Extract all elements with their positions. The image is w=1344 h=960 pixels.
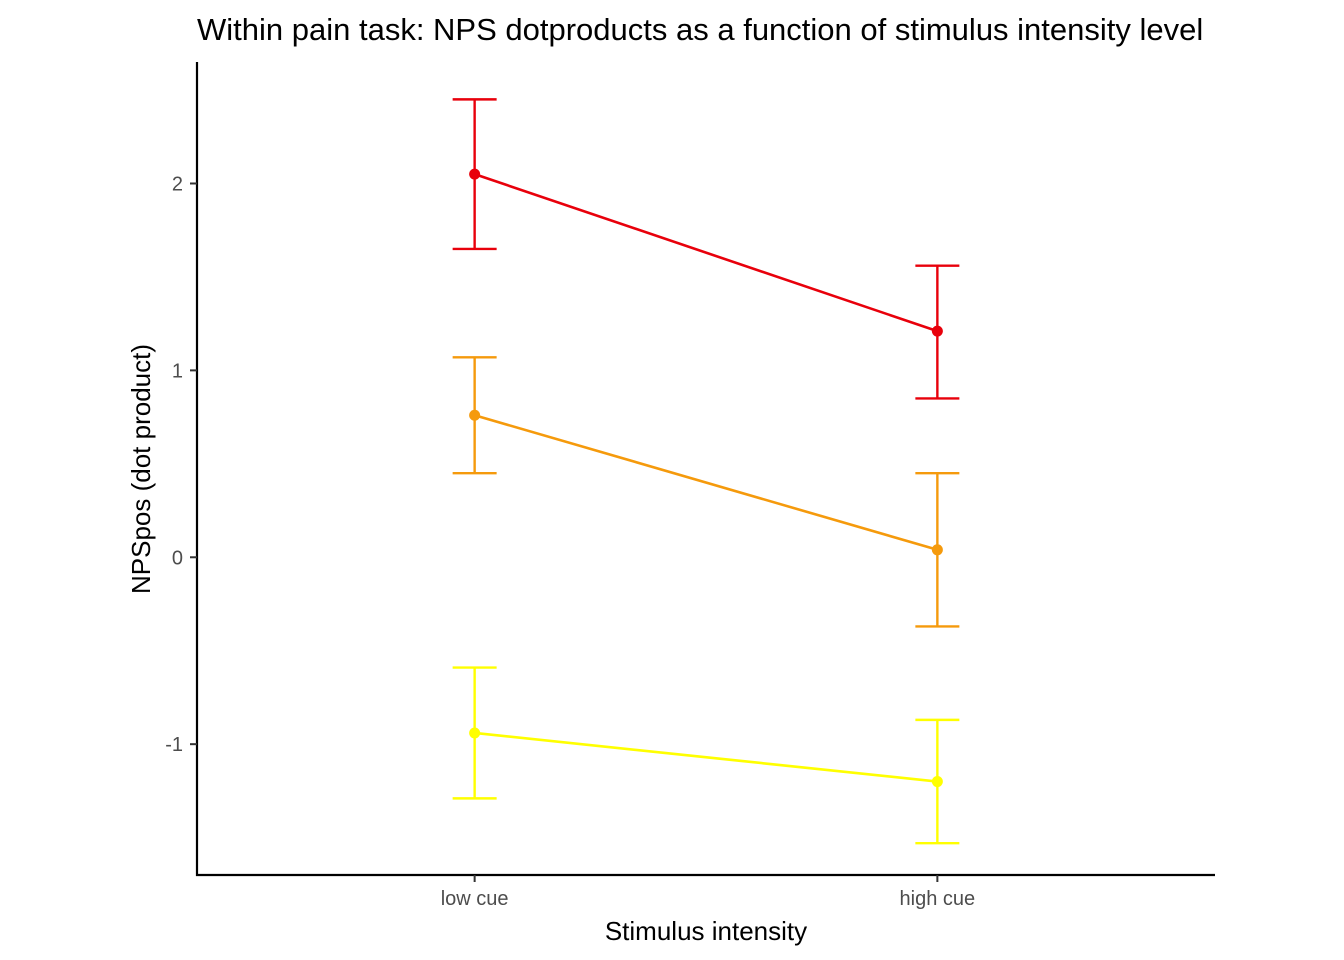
y-axis-ticks: -1 0 1 2	[165, 173, 197, 756]
x-axis-title: Stimulus intensity	[605, 916, 807, 946]
chart-title: Within pain task: NPS dotproducts as a f…	[197, 12, 1203, 47]
x-axis-ticks: low cue high cue	[441, 875, 975, 910]
y-tick-label: -1	[165, 734, 183, 756]
y-tick-label: 0	[172, 547, 183, 569]
data-point	[931, 776, 943, 788]
data-point	[469, 409, 481, 421]
series-line	[474, 731, 938, 783]
y-axis-title: NPSpos (dot product)	[126, 344, 156, 594]
y-tick-label: 1	[172, 360, 183, 382]
data-point	[931, 325, 943, 337]
series-group	[452, 98, 960, 400]
data-point	[469, 168, 481, 180]
series-group	[452, 666, 960, 845]
plot-area	[452, 98, 960, 845]
series-group	[452, 356, 960, 628]
x-tick-label: low cue	[441, 888, 509, 910]
y-tick-label: 2	[172, 173, 183, 195]
series-line	[474, 172, 938, 333]
series-layer	[452, 98, 960, 845]
data-point	[931, 544, 943, 556]
series-line	[474, 413, 938, 552]
data-point	[469, 727, 481, 739]
x-tick-label: high cue	[900, 888, 976, 910]
